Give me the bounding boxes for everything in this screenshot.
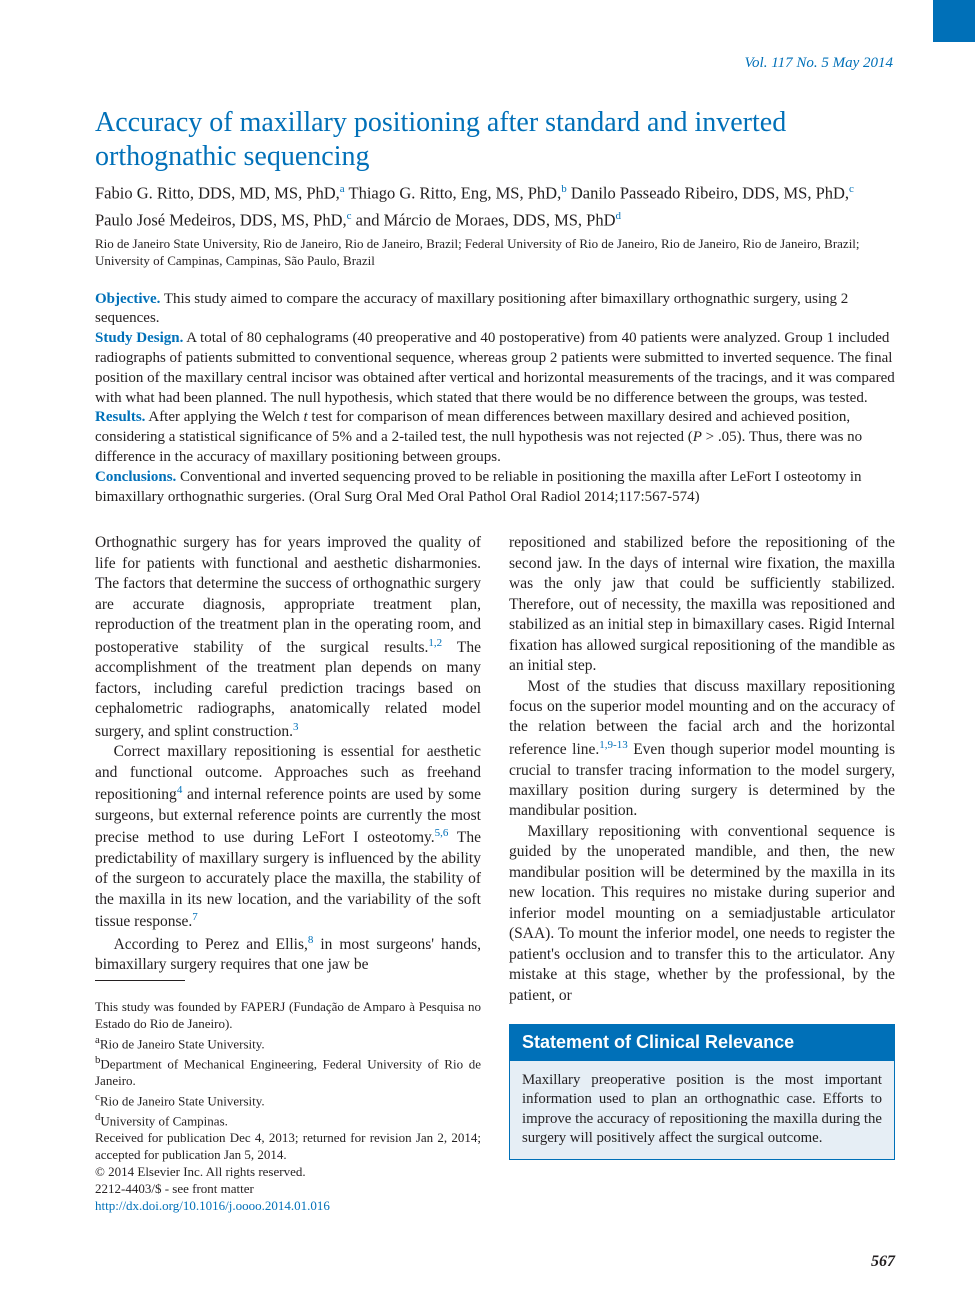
abstract-results-p: P — [693, 429, 702, 445]
ref-1-9-13[interactable]: 1,9-13 — [599, 739, 627, 751]
running-head: Vol. 117 No. 5 May 2014 — [95, 55, 895, 72]
page-number: 567 — [95, 1253, 895, 1271]
clinical-relevance-heading: Statement of Clinical Relevance — [510, 1025, 894, 1061]
corner-badge — [933, 0, 975, 42]
clinical-relevance-box: Statement of Clinical Relevance Maxillar… — [509, 1024, 895, 1160]
abstract-objective-label: Objective. — [95, 291, 160, 307]
body-para-3a: According to Perez and Ellis,8 in most s… — [95, 933, 481, 976]
authors-line-2: Paulo José Medeiros, DDS, MS, PhD,c and … — [95, 209, 895, 232]
footnote-funding: This study was founded by FAPERJ (Fundaç… — [95, 999, 481, 1033]
footnote-a: aRio de Janeiro State University. — [95, 1033, 481, 1053]
abstract-conclusions-text: Conventional and inverted sequencing pro… — [95, 469, 862, 505]
body-para-2: Correct maxillary repositioning is essen… — [95, 742, 481, 933]
footnote-received: Received for publication Dec 4, 2013; re… — [95, 1130, 481, 1164]
body-para-1: Orthognathic surgery has for years impro… — [95, 533, 481, 742]
body-para-4: Most of the studies that discuss maxilla… — [509, 677, 895, 822]
article-title: Accuracy of maxillary positioning after … — [95, 106, 895, 174]
footnote-divider — [95, 980, 185, 981]
article-body: Orthognathic surgery has for years impro… — [95, 533, 895, 1214]
footnote-c: cRio de Janeiro State University. — [95, 1090, 481, 1110]
body-para-3b: repositioned and stabilized before the r… — [509, 533, 895, 676]
footnote-b: bDepartment of Mechanical Engineering, F… — [95, 1053, 481, 1090]
footnote-doi-link[interactable]: http://dx.doi.org/10.1016/j.oooo.2014.01… — [95, 1198, 481, 1215]
ref-3[interactable]: 3 — [293, 721, 299, 733]
abstract-objective-text: This study aimed to compare the accuracy… — [95, 291, 848, 327]
footnotes-block: This study was founded by FAPERJ (Fundaç… — [95, 999, 481, 1215]
abstract-results-label: Results. — [95, 409, 145, 425]
ref-5-6[interactable]: 5,6 — [435, 827, 449, 839]
footnote-issn: 2212-4403/$ - see front matter — [95, 1181, 481, 1198]
abstract-results-pre: After applying the Welch — [148, 409, 303, 425]
abstract-design-text: A total of 80 cephalograms (40 preoperat… — [95, 330, 895, 405]
footnote-d: dUniversity of Campinas. — [95, 1110, 481, 1130]
ref-7[interactable]: 7 — [192, 911, 198, 923]
body-para-5: Maxillary repositioning with conventiona… — [509, 822, 895, 1006]
abstract: Objective. This study aimed to compare t… — [95, 290, 895, 508]
clinical-relevance-body: Maxillary preoperative position is the m… — [510, 1061, 894, 1159]
authors-line-1: Fabio G. Ritto, DDS, MD, MS, PhD,a Thiag… — [95, 182, 895, 205]
institutions: Rio de Janeiro State University, Rio de … — [95, 236, 895, 270]
footnote-copyright: © 2014 Elsevier Inc. All rights reserved… — [95, 1164, 481, 1181]
ref-1-2[interactable]: 1,2 — [428, 637, 442, 649]
abstract-conclusions-label: Conclusions. — [95, 469, 176, 485]
abstract-design-label: Study Design. — [95, 330, 183, 346]
